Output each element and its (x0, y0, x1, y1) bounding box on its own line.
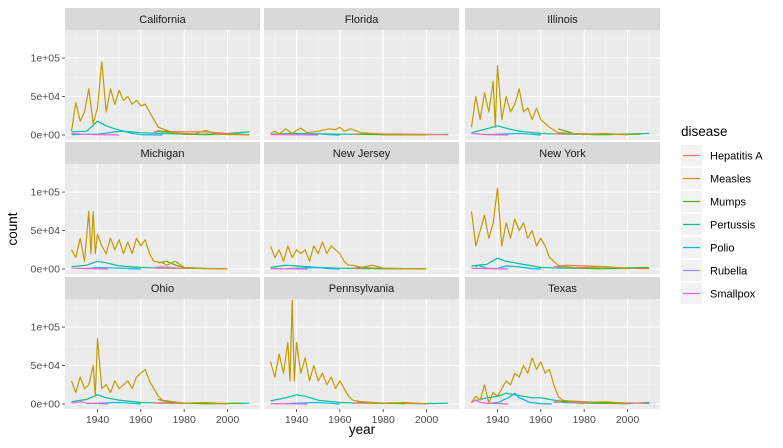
panel-michigan: Michigan (65, 142, 260, 274)
y-tick-label: 1e+05 (31, 53, 61, 65)
strip-label-new-york: New York (539, 148, 586, 160)
panel-illinois: Illinois (465, 8, 660, 140)
legend-label: Smallpox (710, 289, 756, 301)
strip-label-ohio: Ohio (151, 283, 174, 295)
y-tick-label: 1e+05 (31, 322, 61, 334)
x-tick-label: 1940 (486, 414, 510, 426)
panels: California Florida Illinois Michigan New Jer… (65, 8, 660, 409)
y-tick-label: 0e+00 (31, 399, 61, 411)
x-tick-label: 1940 (86, 414, 110, 426)
x-tick-label: 1960 (129, 414, 153, 426)
panel-ohio: Ohio (65, 277, 260, 409)
x-tick-label: 2000 (216, 414, 240, 426)
x-tick-label: 1980 (172, 414, 196, 426)
panel-california: California (65, 8, 260, 140)
y-axis-title: count (5, 212, 20, 245)
legend-label: Mumps (710, 197, 747, 209)
panel-new-york: New York (465, 142, 660, 274)
legend-label: Polio (710, 243, 734, 255)
panel-florida: Florida (264, 8, 459, 140)
x-tick-label: 2000 (616, 414, 640, 426)
x-tick-label: 1960 (529, 414, 553, 426)
y-tick-label: 5e+04 (31, 225, 61, 237)
x-tick-label: 1940 (285, 414, 309, 426)
y-tick-label: 0e+00 (31, 264, 61, 276)
x-tick-label: 2000 (415, 414, 439, 426)
strip-label-florida: Florida (345, 14, 380, 26)
series-line-michigan-smallpox (72, 268, 109, 269)
y-tick-label: 5e+04 (31, 91, 61, 103)
strip-label-michigan: Michigan (140, 148, 184, 160)
strip-label-california: California (139, 14, 186, 26)
strip-label-illinois: Illinois (547, 14, 578, 26)
panel-pennsylvania: Pennsylvania (264, 277, 459, 409)
panel-texas: Texas (465, 277, 660, 409)
x-axis-title: year (349, 422, 376, 437)
panel-new-jersey: New Jersey (264, 142, 459, 274)
legend-label: Hepatitis A (710, 151, 763, 163)
strip-label-pennsylvania: Pennsylvania (329, 283, 395, 295)
legend-title: disease (681, 124, 728, 139)
legend-label: Pertussis (710, 220, 756, 232)
legend-label: Measles (710, 174, 751, 186)
y-tick-label: 5e+04 (31, 360, 61, 372)
strip-label-texas: Texas (548, 283, 577, 295)
x-tick-label: 1980 (572, 414, 596, 426)
legend-label: Rubella (710, 266, 748, 278)
strip-label-new-jersey: New Jersey (333, 148, 391, 160)
y-tick-label: 1e+05 (31, 187, 61, 199)
y-tick-label: 0e+00 (31, 130, 61, 142)
series-line-new-york-smallpox (472, 268, 509, 269)
